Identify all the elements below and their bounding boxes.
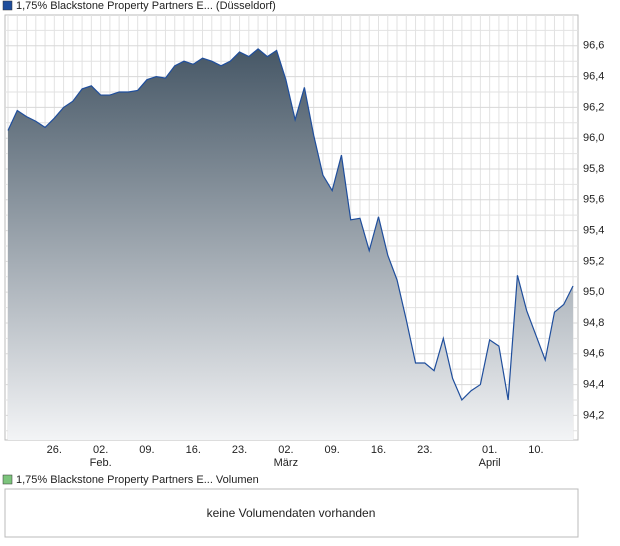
y-tick-label: 95,6 (583, 194, 604, 206)
x-tick-label: 02. (278, 444, 293, 456)
x-tick-label: 23. (417, 444, 432, 456)
y-tick-label: 96,2 (583, 101, 604, 113)
x-tick-label: 16. (371, 444, 386, 456)
volume-message: keine Volumendaten vorhanden (207, 506, 376, 520)
area (8, 48, 573, 441)
legend-label: 1,75% Blackstone Property Partners E... … (16, 0, 276, 12)
x-tick-label: 26. (47, 444, 62, 456)
line (7, 48, 574, 402)
y-tick-label: 94,6 (583, 348, 604, 360)
y-tick-label: 94,2 (583, 409, 604, 421)
x-tick-label: 16. (186, 444, 201, 456)
x-month-label: März (274, 457, 298, 469)
y-tick-label: 94,4 (583, 378, 604, 390)
x-tick-label: 10. (528, 444, 543, 456)
x-tick-label: 01. (482, 444, 497, 456)
y-tick-label: 95,4 (583, 224, 604, 236)
y-tick-label: 96,6 (583, 40, 604, 52)
x-month-label: April (479, 457, 501, 469)
x-month-label: Feb. (90, 457, 112, 469)
volume-legend-label: 1,75% Blackstone Property Partners E... … (16, 474, 259, 486)
y-tick-label: 96,4 (583, 71, 604, 83)
y-tick-label: 95,2 (583, 255, 604, 267)
x-tick-label: 02. (93, 444, 108, 456)
y-tick-label: 96,0 (583, 132, 604, 144)
volume-frame (4, 488, 579, 538)
volume-legend-swatch (2, 474, 13, 485)
x-tick-label: 09. (325, 444, 340, 456)
y-tick-label: 94,8 (583, 317, 604, 329)
x-tick-label: 09. (139, 444, 154, 456)
x-tick-label: 23. (232, 444, 247, 456)
y-tick-label: 95,8 (583, 163, 604, 175)
legend-swatch (2, 0, 13, 11)
y-tick-label: 95,0 (583, 286, 604, 298)
